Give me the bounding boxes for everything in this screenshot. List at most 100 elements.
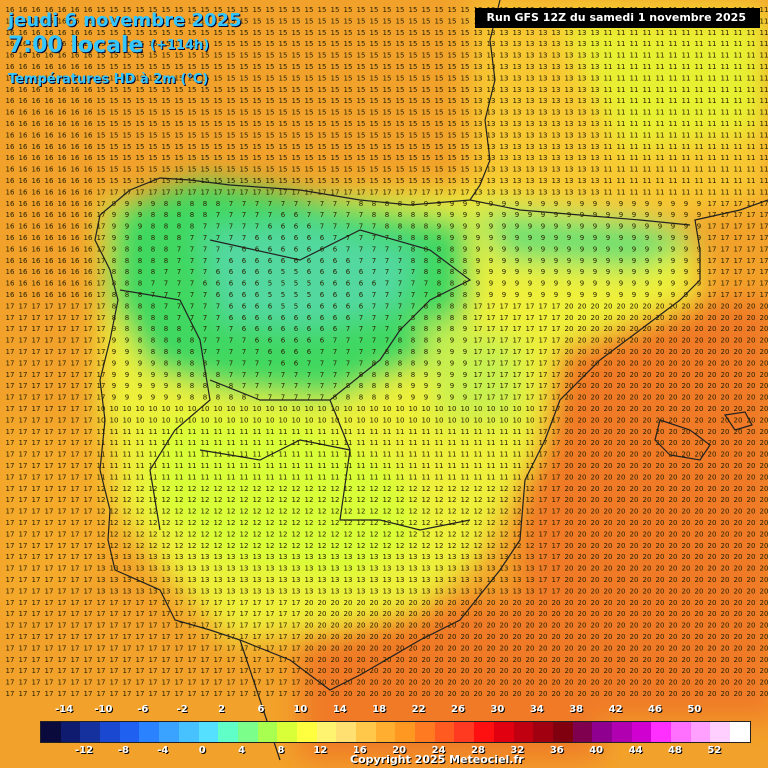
grid-value: 9: [658, 257, 662, 265]
grid-value: 17: [110, 610, 119, 618]
grid-value: 17: [240, 633, 249, 641]
grid-value: 15: [201, 154, 210, 162]
grid-value: 9: [580, 245, 584, 253]
grid-value: 16: [84, 234, 93, 242]
grid-value: 15: [370, 177, 379, 185]
grid-value: 10: [513, 416, 522, 424]
grid-value: 11: [604, 86, 613, 94]
grid-value: 12: [409, 542, 418, 550]
grid-value: 6: [294, 325, 299, 333]
grid-value: 17: [97, 234, 106, 242]
grid-value: 17: [279, 690, 288, 698]
grid-value: 15: [162, 86, 171, 94]
legend-label-bottom: 8: [278, 745, 285, 756]
grid-value: 20: [630, 451, 639, 459]
grid-value: 15: [448, 52, 457, 60]
grid-value: 20: [565, 314, 574, 322]
grid-value: 15: [279, 120, 288, 128]
grid-value: 15: [279, 74, 288, 82]
grid-value: 20: [747, 587, 756, 595]
grid-value: 20: [604, 485, 613, 493]
grid-value: 20: [656, 451, 665, 459]
grid-value: 12: [136, 485, 145, 493]
grid-value: 9: [489, 223, 493, 231]
grid-value: 17: [32, 462, 41, 470]
grid-value: 8: [190, 371, 194, 379]
grid-value: 6: [320, 325, 325, 333]
legend-label-top: -14: [55, 704, 73, 715]
grid-value: 13: [591, 166, 600, 174]
grid-value: 16: [71, 234, 80, 242]
grid-value: 20: [383, 656, 392, 664]
grid-value: 17: [175, 690, 184, 698]
grid-value: 17: [19, 633, 28, 641]
grid-value: 17: [19, 599, 28, 607]
grid-value: 20: [760, 690, 768, 698]
grid-value: 16: [58, 280, 67, 288]
grid-value: 20: [760, 519, 768, 527]
grid-value: 11: [656, 74, 665, 82]
grid-value: 11: [331, 462, 340, 470]
grid-value: 16: [6, 143, 15, 151]
grid-value: 15: [318, 166, 327, 174]
grid-value: 16: [6, 188, 15, 196]
grid-value: 13: [487, 154, 496, 162]
grid-value: 12: [162, 542, 171, 550]
grid-value: 15: [344, 86, 353, 94]
grid-value: 9: [619, 234, 623, 242]
grid-value: 11: [500, 439, 509, 447]
grid-value: 17: [84, 553, 93, 561]
grid-value: 20: [734, 314, 743, 322]
grid-value: 17: [6, 325, 15, 333]
grid-value: 20: [500, 622, 509, 630]
grid-value: 16: [19, 40, 28, 48]
grid-value: 7: [190, 234, 194, 242]
grid-value: 17: [708, 280, 717, 288]
grid-value: 17: [708, 245, 717, 253]
grid-value: 17: [6, 690, 15, 698]
grid-value: 20: [578, 394, 587, 402]
grid-value: 11: [604, 177, 613, 185]
grid-value: 12: [370, 508, 379, 516]
grid-value: 17: [71, 394, 80, 402]
grid-value: 8: [385, 211, 389, 219]
grid-value: 20: [331, 667, 340, 675]
grid-value: 9: [112, 200, 116, 208]
grid-value: 13: [539, 177, 548, 185]
grid-value: 11: [383, 451, 392, 459]
grid-value: 17: [175, 622, 184, 630]
grid-value: 11: [149, 451, 158, 459]
grid-value: 6: [320, 337, 325, 345]
grid-value: 13: [487, 63, 496, 71]
grid-value: 11: [318, 428, 327, 436]
grid-value: 17: [474, 325, 483, 333]
grid-value: 16: [45, 257, 54, 265]
grid-value: 20: [565, 622, 574, 630]
grid-value: 7: [385, 234, 389, 242]
grid-value: 6: [268, 257, 273, 265]
grid-value: 12: [409, 519, 418, 527]
grid-value: 17: [721, 291, 730, 299]
grid-value: 11: [669, 188, 678, 196]
grid-value: 15: [175, 97, 184, 105]
grid-value: 17: [58, 576, 67, 584]
grid-value: 20: [708, 679, 717, 687]
grid-value: 8: [203, 394, 207, 402]
grid-value: 20: [734, 439, 743, 447]
grid-value: 5: [294, 268, 298, 276]
grid-value: 15: [435, 86, 444, 94]
grid-value: 20: [591, 667, 600, 675]
grid-value: 11: [682, 52, 691, 60]
grid-value: 12: [513, 542, 522, 550]
grid-value: 15: [136, 29, 145, 37]
grid-value: 11: [266, 428, 275, 436]
grid-value: 20: [370, 679, 379, 687]
grid-value: 15: [201, 29, 210, 37]
grid-value: 20: [591, 496, 600, 504]
grid-value: 15: [201, 166, 210, 174]
grid-value: 17: [721, 257, 730, 265]
grid-value: 17: [266, 679, 275, 687]
grid-value: 15: [240, 17, 249, 25]
legend-swatch: [493, 722, 514, 742]
grid-value: 11: [188, 473, 197, 481]
